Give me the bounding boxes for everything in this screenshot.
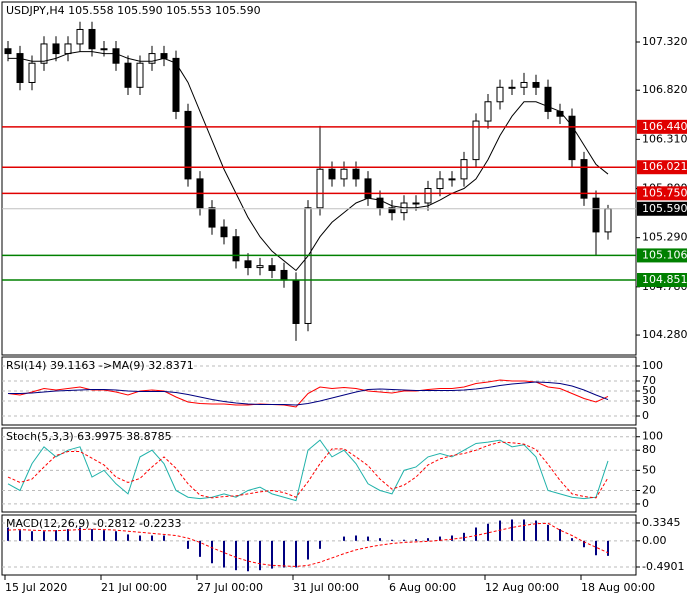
panel-title: Stoch(5,3,3) 63.9975 38.8785 (6, 430, 172, 443)
candle-body (484, 101, 492, 122)
candle-body (604, 208, 612, 233)
level-label-box (637, 273, 687, 288)
candle-body (172, 57, 180, 112)
indicator-line (7, 441, 609, 499)
x-tick-label: 31 Jul 00:00 (293, 581, 359, 594)
y-tick-label: 100 (642, 359, 663, 372)
candle-body (568, 115, 576, 161)
candle-body (316, 168, 324, 209)
candle-body (52, 43, 60, 55)
candle-body (124, 62, 132, 88)
x-tick-label: 12 Aug 00:00 (485, 581, 559, 594)
price-label: 105.590 (642, 202, 688, 215)
candle-body (424, 188, 432, 204)
level-label-box (637, 248, 687, 263)
y-tick-label: 107.320 (642, 35, 688, 48)
indicator-line (7, 439, 609, 502)
y-tick-label: 0.3345 (642, 516, 681, 529)
candle-body (184, 110, 192, 180)
candle-body (472, 120, 480, 161)
candle-body (508, 86, 516, 89)
candle-body (376, 197, 384, 209)
level-label: 105.106 (642, 248, 688, 261)
candle-body (388, 207, 396, 214)
y-tick-label: 0.00 (642, 534, 667, 547)
candle-body (580, 159, 588, 199)
candle-body (268, 265, 276, 271)
candle-body (520, 81, 528, 88)
x-tick-label: 18 Aug 00:00 (581, 581, 655, 594)
y-tick-label: 106.820 (642, 83, 688, 96)
level-label: 106.440 (642, 120, 688, 133)
candle-body (256, 265, 264, 269)
level-label: 104.851 (642, 273, 688, 286)
candle-body (220, 226, 228, 238)
candle-body (76, 28, 84, 45)
candle-body (208, 207, 216, 228)
y-tick-label: 20 (642, 483, 656, 496)
candle-body (232, 236, 240, 262)
candle-body (16, 53, 24, 83)
panel-title: USDJPY,H4 105.558 105.590 105.553 105.59… (6, 4, 261, 17)
candle-body (88, 28, 96, 50)
y-tick-label: 105.290 (642, 231, 688, 244)
y-tick-label: 80 (642, 443, 656, 456)
candle-body (412, 202, 420, 205)
candle-body (244, 260, 252, 269)
level-label: 106.021 (642, 160, 688, 173)
x-tick-label: 27 Jul 00:00 (197, 581, 263, 594)
y-tick-label: 30 (642, 394, 656, 407)
candle-body (496, 86, 504, 103)
candle-body (304, 207, 312, 324)
candle-body (436, 178, 444, 190)
y-tick-label: 104.280 (642, 328, 688, 341)
price-label-box (637, 201, 687, 216)
main-panel (1, 1, 637, 356)
panel-title: MACD(12,26,9) -0.2812 -0.2233 (6, 517, 181, 530)
level-label-box (637, 186, 687, 201)
indicator-line (8, 381, 609, 406)
candle-body (148, 53, 156, 64)
y-tick-label: 70 (642, 374, 656, 387)
indicator-line (7, 379, 609, 408)
level-label: 105.750 (642, 186, 688, 199)
candle-body (136, 62, 144, 88)
signal-line (7, 522, 609, 567)
x-tick-label: 6 Aug 00:00 (389, 581, 456, 594)
candle-body (364, 178, 372, 199)
candle-body (340, 168, 348, 180)
y-tick-label: -0.4901 (642, 560, 684, 573)
candle-body (448, 178, 456, 181)
candle-body (160, 53, 168, 59)
y-tick-label: 100 (642, 430, 663, 443)
y-tick-label: 106.310 (642, 132, 688, 145)
candle-body (544, 86, 552, 112)
y-tick-label: 50 (642, 384, 656, 397)
y-tick-label: 0 (642, 497, 649, 510)
candle-body (460, 159, 468, 180)
y-tick-label: 0 (642, 409, 649, 422)
candle-body (328, 168, 336, 180)
y-tick-label: 50 (642, 463, 656, 476)
candle-body (112, 48, 120, 64)
candle-body (4, 48, 12, 55)
candle-body (352, 168, 360, 180)
candle-body (280, 269, 288, 281)
candle-body (40, 43, 48, 64)
x-tick-label: 15 Jul 2020 (5, 581, 67, 594)
candle-body (100, 48, 108, 51)
level-label-box (637, 160, 687, 175)
candle-body (292, 279, 300, 324)
candle-body (64, 43, 72, 55)
level-label-box (637, 119, 687, 134)
candle-body (592, 197, 600, 233)
macd-panel (1, 514, 637, 576)
candle-body (532, 81, 540, 88)
x-tick-label: 21 Jul 00:00 (101, 581, 167, 594)
candle-body (28, 62, 36, 83)
panel-title: RSI(14) 39.1163 ->MA(9) 32.8371 (6, 359, 194, 372)
